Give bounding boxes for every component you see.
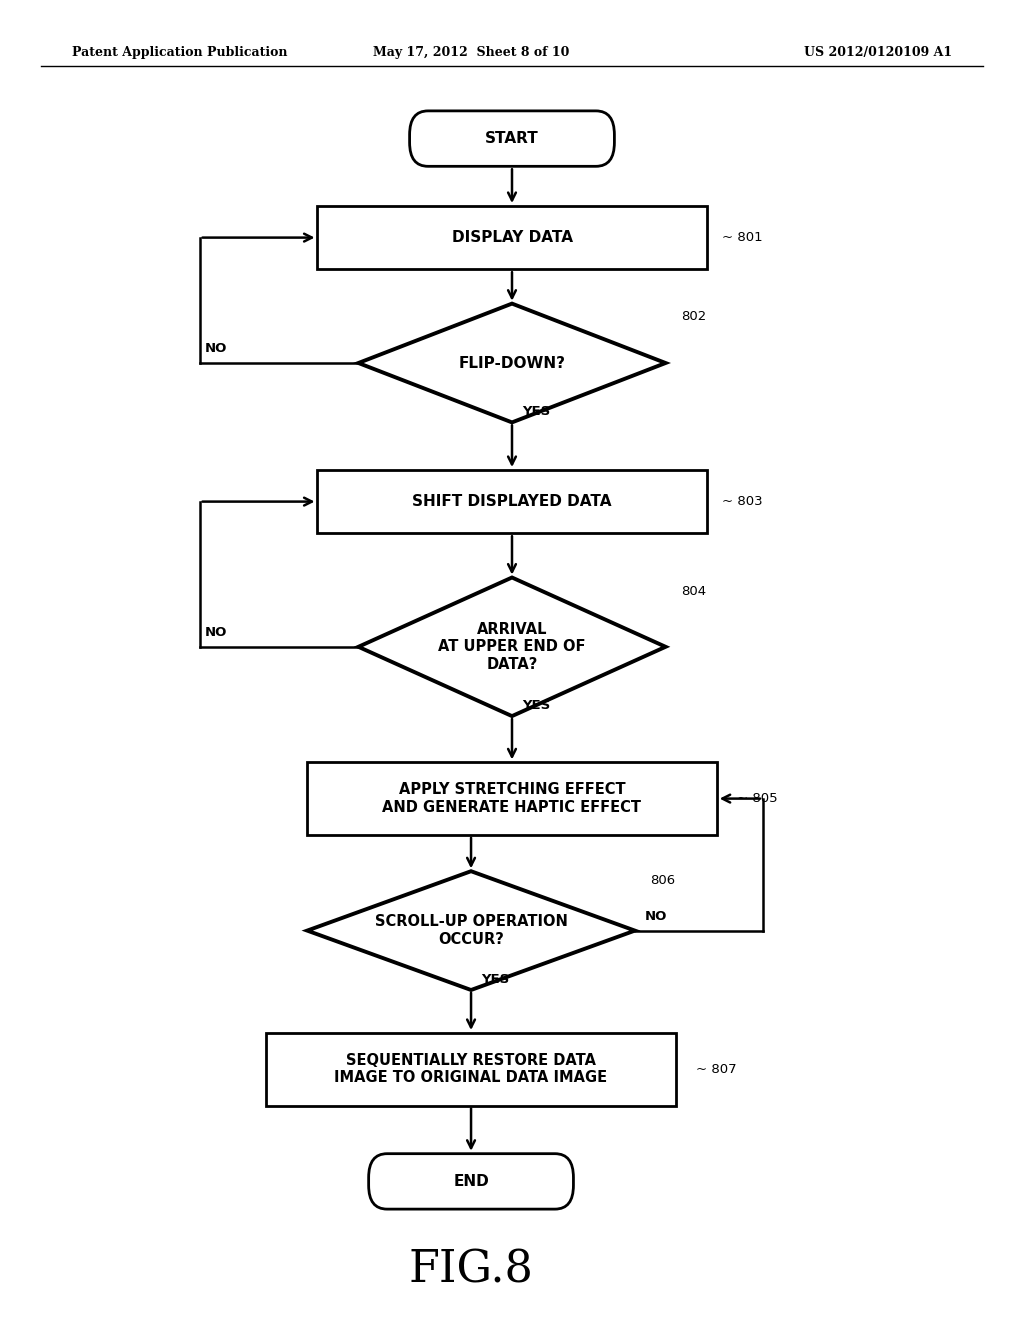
Text: FIG.8: FIG.8 [409,1249,534,1291]
Text: 804: 804 [681,585,707,598]
Text: ~ 805: ~ 805 [737,792,778,805]
Text: START: START [485,131,539,147]
Text: FLIP-DOWN?: FLIP-DOWN? [459,355,565,371]
Text: YES: YES [481,973,510,986]
Text: YES: YES [522,405,551,418]
Polygon shape [307,871,635,990]
Bar [307,763,717,836]
Polygon shape [358,304,666,422]
Text: YES: YES [522,700,551,713]
Text: END: END [454,1173,488,1189]
FancyBboxPatch shape [410,111,614,166]
Bar [266,1032,676,1106]
Text: ~ 803: ~ 803 [722,495,763,508]
Text: DISPLAY DATA: DISPLAY DATA [452,230,572,246]
Bar [317,470,707,533]
Text: NO: NO [205,626,227,639]
Text: 802: 802 [681,310,707,323]
Text: NO: NO [645,909,668,923]
Text: SEQUENTIALLY RESTORE DATA
IMAGE TO ORIGINAL DATA IMAGE: SEQUENTIALLY RESTORE DATA IMAGE TO ORIGI… [335,1053,607,1085]
Bar [317,206,707,269]
Text: NO: NO [205,342,227,355]
Text: May 17, 2012  Sheet 8 of 10: May 17, 2012 Sheet 8 of 10 [373,46,569,59]
Text: ARRIVAL
AT UPPER END OF
DATA?: ARRIVAL AT UPPER END OF DATA? [438,622,586,672]
Text: SCROLL-UP OPERATION
OCCUR?: SCROLL-UP OPERATION OCCUR? [375,915,567,946]
Text: ~ 801: ~ 801 [722,231,763,244]
Polygon shape [358,578,666,715]
Text: Patent Application Publication: Patent Application Publication [72,46,287,59]
Text: ~ 807: ~ 807 [696,1063,737,1076]
Text: APPLY STRETCHING EFFECT
AND GENERATE HAPTIC EFFECT: APPLY STRETCHING EFFECT AND GENERATE HAP… [383,783,641,814]
Text: 806: 806 [650,874,676,887]
Text: SHIFT DISPLAYED DATA: SHIFT DISPLAYED DATA [413,494,611,510]
Text: US 2012/0120109 A1: US 2012/0120109 A1 [804,46,952,59]
FancyBboxPatch shape [369,1154,573,1209]
